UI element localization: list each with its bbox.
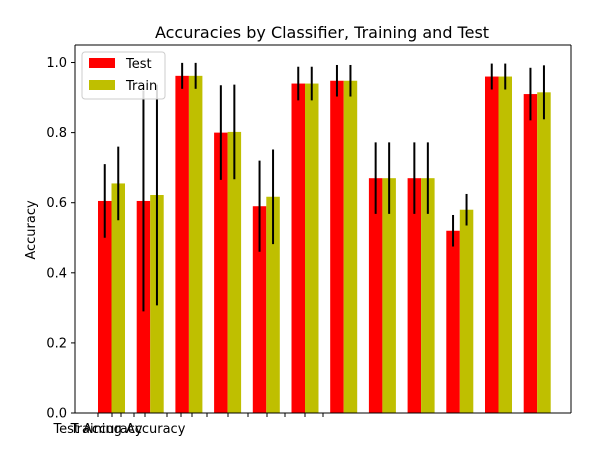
chart-title: Accuracies by Classifier, Training and T… — [155, 23, 489, 42]
bar-train-5 — [266, 196, 280, 413]
y-tick-label: 0.6 — [46, 196, 67, 211]
bar-test-3 — [175, 75, 189, 413]
bar-train-1 — [111, 183, 125, 413]
bar-train-10 — [459, 209, 474, 413]
bar-train-3 — [188, 75, 203, 413]
bar-test-4 — [214, 132, 228, 413]
bar-train-11 — [498, 76, 512, 414]
bar-test-8 — [368, 178, 383, 413]
bar-test-5 — [252, 206, 267, 413]
legend-swatch-test — [89, 58, 115, 68]
legend-label-test: Test — [125, 57, 152, 72]
bar-test-12 — [523, 94, 538, 414]
x-tick-label-test: Test Accuracy — [52, 422, 142, 437]
bar-train-9 — [421, 178, 435, 413]
bar-train-12 — [537, 92, 551, 414]
bar-test-11 — [485, 76, 499, 414]
bar-test-9 — [407, 178, 422, 413]
y-tick-label: 1.0 — [46, 56, 67, 71]
legend-label-train: Train — [125, 79, 157, 94]
bar-test-10 — [446, 230, 460, 413]
legend-swatch-train — [89, 80, 115, 90]
y-tick-label: 0.4 — [46, 266, 67, 281]
y-tick-label: 0.8 — [46, 126, 67, 141]
bar-train-8 — [382, 178, 396, 413]
y-tick-label: 0.2 — [46, 336, 67, 351]
bar-test-1 — [98, 200, 112, 413]
bar-test-6 — [291, 83, 305, 414]
bar-train-4 — [227, 131, 242, 413]
x-tick-label-train: Training Accuracy — [70, 422, 186, 437]
y-tick-label: 0.0 — [46, 407, 67, 422]
bar-test-7 — [330, 80, 344, 414]
y-axis-label: Accuracy — [24, 200, 39, 260]
bar-train-7 — [343, 80, 358, 414]
bar-train-6 — [305, 83, 319, 414]
